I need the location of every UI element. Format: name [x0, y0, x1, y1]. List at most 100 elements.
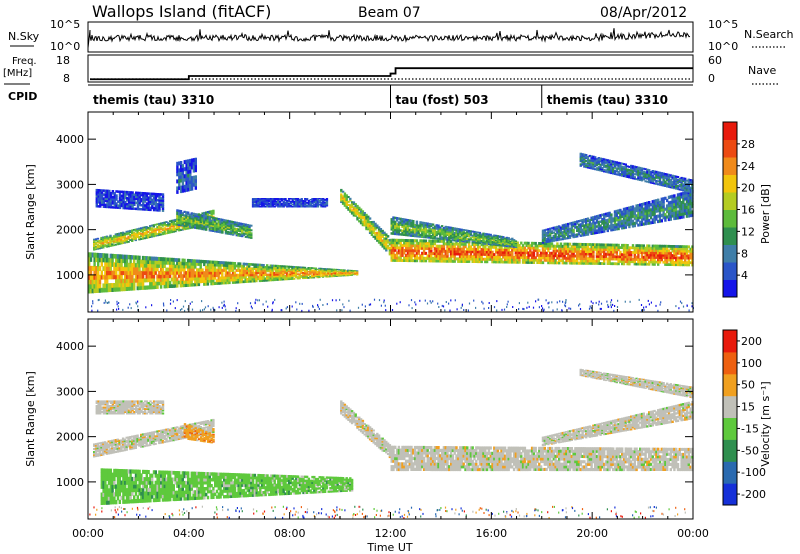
heatmap-cell [597, 222, 600, 226]
heatmap-cell [561, 236, 564, 239]
heatmap-cell [125, 240, 128, 242]
heatmap-cell [446, 247, 449, 251]
heatmap-cell [637, 248, 640, 252]
heatmap-cell [143, 227, 146, 230]
heatmap-cell [410, 249, 413, 253]
heatmap-cell [392, 241, 395, 245]
heatmap-cell [613, 223, 617, 227]
heatmap-cell [194, 223, 197, 226]
heatmap-cell [480, 240, 483, 242]
heatmap-cell [226, 221, 229, 224]
heatmap-cell [224, 219, 228, 222]
heatmap-cell [129, 286, 132, 291]
heatmap-cell [603, 243, 606, 247]
heatmap-cell [163, 277, 166, 282]
heatmap-cell [619, 260, 622, 263]
heatmap-cell [588, 228, 591, 232]
heatmap-cell [397, 258, 401, 262]
heatmap-cell [637, 260, 640, 264]
heatmap-cell [503, 248, 507, 252]
heatmap-cell [410, 219, 413, 222]
heatmap-cell [89, 279, 93, 285]
heatmap-cell [498, 236, 501, 239]
heatmap-cell [267, 279, 271, 282]
heatmap-cell [543, 238, 546, 241]
heatmap-cell [590, 243, 593, 246]
heatmap-cell [640, 251, 644, 254]
heatmap-cell [136, 274, 139, 279]
heatmap-cell [129, 255, 132, 260]
heatmap-cell [568, 259, 572, 263]
heatmap-cell [615, 212, 618, 215]
heatmap-cell [631, 224, 635, 228]
heatmap-cell [291, 277, 294, 280]
heatmap-cell [673, 254, 676, 257]
heatmap-cell [178, 213, 181, 216]
heatmap-cell [610, 257, 613, 261]
heatmap-cell [269, 268, 272, 271]
heatmap-cell [541, 241, 545, 244]
heatmap-cell [662, 244, 665, 248]
heatmap-cell [412, 239, 415, 243]
heatmap-cell [141, 281, 145, 287]
heatmap-cell [159, 264, 163, 268]
heatmap-cell [197, 225, 201, 228]
heatmap-cell [196, 215, 199, 218]
heatmap-cell [242, 269, 245, 272]
heatmap-cell [552, 259, 555, 262]
heatmap-cell [242, 271, 245, 275]
heatmap-cell [601, 160, 604, 163]
heatmap-cell [439, 244, 442, 248]
heatmap-cell [208, 274, 211, 278]
heatmap-cell [567, 242, 570, 246]
heatmap-cell [208, 276, 211, 280]
heatmap-cell [412, 229, 415, 232]
heatmap-cell [559, 244, 563, 248]
heatmap-cell [635, 214, 638, 218]
heatmap-cell [466, 257, 469, 261]
heatmap-cell [239, 228, 242, 231]
heatmap-cell [655, 214, 658, 218]
heatmap-cell [669, 251, 672, 255]
heatmap-cell [395, 230, 399, 234]
heatmap-cell [361, 212, 365, 215]
heatmap-cell [597, 252, 600, 256]
heatmap-cell [691, 256, 694, 260]
heatmap-cell [523, 253, 527, 257]
heatmap-cell [367, 224, 370, 227]
heatmap-cell [219, 266, 222, 270]
heatmap-cell [637, 255, 640, 259]
heatmap-cell [309, 270, 312, 273]
heatmap-cell [527, 261, 530, 264]
heatmap-cell [565, 232, 568, 235]
heatmap-cell [487, 237, 491, 239]
heatmap-cell [615, 255, 618, 259]
heatmap-cell [530, 253, 534, 257]
heatmap-cell [118, 237, 121, 240]
heatmap-cell [505, 255, 509, 259]
heatmap-cell [678, 263, 681, 267]
heatmap-cell [646, 211, 649, 215]
heatmap-cell [203, 213, 206, 216]
heatmap-cell [179, 222, 183, 225]
heatmap-cell [494, 250, 498, 254]
heatmap-cell [183, 274, 186, 278]
heatmap-cell [554, 234, 557, 237]
heatmap-cell [314, 273, 317, 275]
heatmap-cell [478, 237, 482, 239]
heatmap-cell [518, 260, 521, 264]
heatmap-cell [359, 218, 363, 221]
heatmap-cell [217, 279, 220, 283]
heatmap-cell [383, 239, 386, 242]
heatmap-cell [383, 231, 386, 234]
heatmap-cell [675, 202, 678, 206]
heatmap-cell [161, 270, 165, 275]
heatmap-cell [116, 262, 120, 267]
heatmap-cell [201, 222, 204, 225]
heatmap-cell [291, 276, 294, 279]
heatmap-cell [323, 273, 326, 275]
heatmap-cell [554, 247, 557, 250]
heatmap-cell [606, 225, 609, 228]
heatmap-cell [476, 240, 480, 243]
heatmap-cell [161, 222, 165, 224]
